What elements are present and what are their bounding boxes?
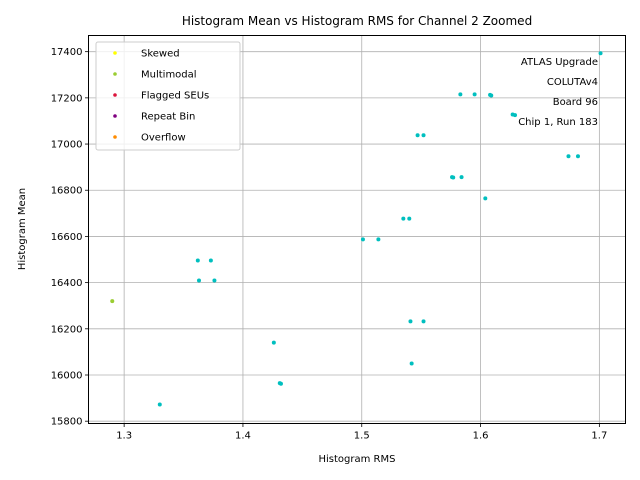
legend-label: Multimodal	[141, 70, 197, 81]
data-point	[212, 278, 217, 283]
legend-label: Flagged SEUs	[141, 91, 209, 102]
legend-marker	[113, 93, 117, 97]
legend-marker	[113, 114, 117, 118]
data-points	[110, 51, 603, 407]
data-point	[407, 216, 412, 221]
data-point	[409, 361, 414, 366]
data-point	[195, 258, 200, 263]
legend-label: Repeat Bin	[141, 112, 195, 123]
data-point	[157, 402, 162, 407]
y-tick-label: 16200	[51, 324, 83, 335]
annotation-line: ATLAS Upgrade	[521, 57, 598, 68]
y-tick-label: 17000	[51, 140, 83, 151]
y-tick-label: 16600	[51, 232, 83, 243]
y-tick-label: 16000	[51, 371, 83, 382]
data-point	[360, 237, 365, 242]
y-tick-label: 16400	[51, 278, 83, 289]
data-point	[472, 92, 477, 97]
plot-frame	[88, 35, 626, 424]
data-point	[401, 216, 406, 221]
y-axis-ticks: 15800 16000 16200 16400 16600 16800 17000 17200…	[51, 47, 89, 428]
y-tick-label: 15800	[51, 417, 83, 428]
legend-label: Skewed	[141, 49, 180, 60]
data-point	[278, 381, 283, 386]
data-point	[598, 51, 603, 56]
x-axis-label: Histogram RMS	[319, 454, 396, 465]
data-point	[408, 319, 413, 324]
annotation-line: Board 96	[553, 97, 598, 108]
data-point	[110, 299, 115, 304]
x-axis-ticks: 1.3 1.4 1.5 1.6 1.7	[116, 423, 607, 442]
legend-label: Overflow	[141, 133, 186, 144]
annotation-line: Chip 1, Run 183	[518, 117, 598, 128]
data-point	[421, 133, 426, 138]
legend-box	[95, 41, 241, 151]
data-point	[421, 319, 426, 324]
y-tick-label: 16800	[51, 186, 83, 197]
annotation-line: COLUTAv4	[547, 77, 598, 88]
data-point	[513, 113, 518, 118]
y-tick-label: 17400	[51, 47, 83, 58]
x-tick-label: 1.6	[473, 431, 489, 442]
grid-lines	[88, 35, 626, 424]
data-point	[208, 258, 213, 263]
x-tick-label: 1.3	[116, 431, 132, 442]
data-point	[575, 154, 580, 159]
data-point	[458, 92, 463, 97]
run-info-annotation: ATLAS Upgrade COLUTAv4 Board 96 Chip 1, Run…	[518, 57, 598, 128]
legend-marker	[113, 72, 117, 76]
data-point	[451, 175, 456, 180]
data-point	[459, 175, 464, 180]
legend: Skewed Multimodal Flagged SEUs Repeat Bin Ov…	[95, 41, 241, 151]
data-point	[196, 278, 201, 283]
data-point	[376, 237, 381, 242]
legend-marker	[113, 135, 117, 139]
data-point	[483, 196, 488, 201]
data-point	[566, 154, 571, 159]
y-axis-label: Histogram Mean	[17, 188, 28, 270]
data-point	[415, 133, 420, 138]
data-point	[271, 340, 276, 345]
x-tick-label: 1.7	[591, 431, 607, 442]
data-point	[489, 93, 494, 98]
legend-marker	[113, 51, 117, 55]
chart-title: Histogram Mean vs Histogram RMS for Chan…	[182, 14, 532, 28]
x-tick-label: 1.5	[354, 431, 370, 442]
x-tick-label: 1.4	[235, 431, 251, 442]
y-tick-label: 17200	[51, 93, 83, 104]
